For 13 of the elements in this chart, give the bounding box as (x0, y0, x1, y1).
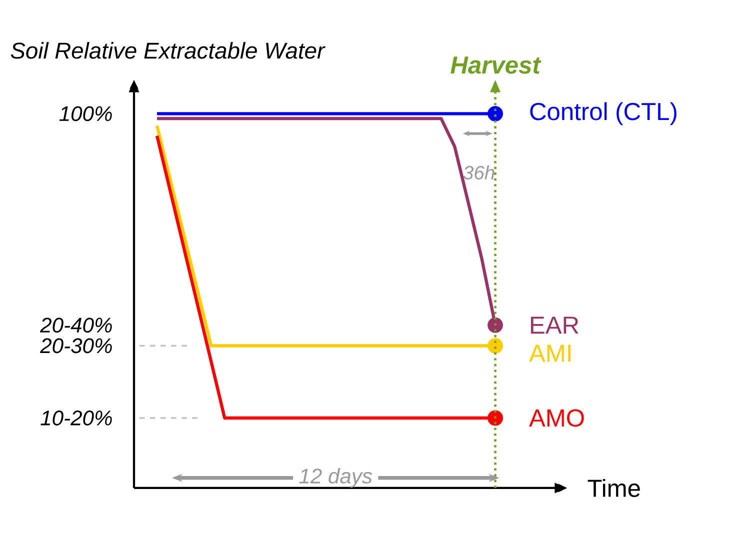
text: 20-30% (40, 338, 112, 354)
text: 10-20% (40, 410, 112, 426)
annotation: 12 days (299, 468, 372, 488)
x-axis-title: Time (588, 478, 640, 498)
text: 100% (59, 106, 112, 122)
text: Harvest (450, 56, 542, 74)
series-label: AMI (529, 344, 570, 362)
series-label: AMO (529, 409, 584, 427)
annotation: 36h (463, 165, 494, 180)
series-label: EAR (530, 316, 578, 334)
series-label: Control (CTL) (530, 102, 676, 126)
text: 20-40% (40, 318, 112, 333)
y-axis-title: Soil Relative Extractable Water (10, 42, 326, 59)
